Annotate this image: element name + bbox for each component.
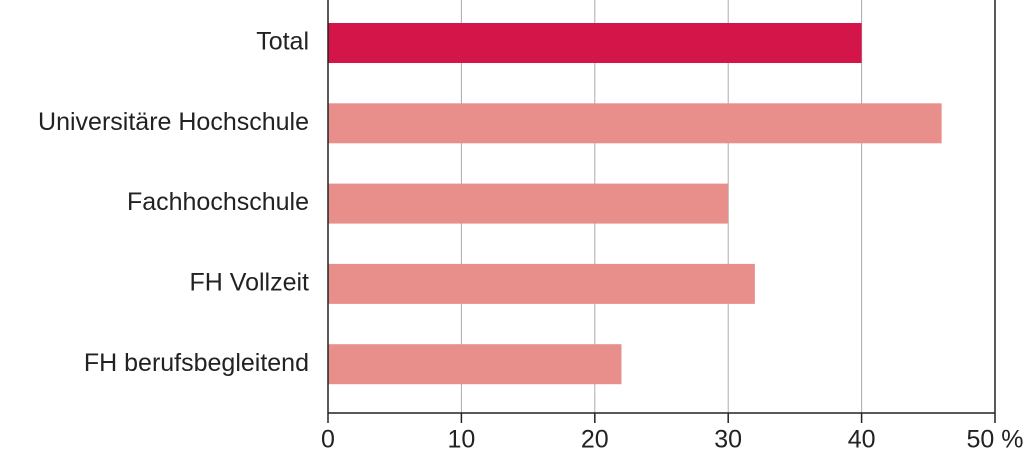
x-tick-label: 0 bbox=[321, 426, 335, 454]
x-tick-label: 20 bbox=[581, 426, 609, 454]
y-tick-label: Total bbox=[256, 28, 309, 56]
y-tick-label: FH berufsbegleitend bbox=[84, 349, 309, 377]
bar bbox=[328, 23, 862, 63]
bar bbox=[328, 103, 942, 144]
y-tick-label: FH Vollzeit bbox=[190, 269, 310, 297]
x-tick-label: 50 % bbox=[967, 426, 1024, 454]
x-tick-label: 40 bbox=[848, 426, 876, 454]
bar bbox=[328, 183, 729, 224]
x-tick-label: 10 bbox=[447, 426, 475, 454]
bar bbox=[328, 344, 622, 385]
y-tick-label: Fachhochschule bbox=[127, 188, 309, 216]
bar bbox=[328, 263, 755, 304]
y-tick-label: Universitäre Hochschule bbox=[38, 108, 309, 136]
x-tick-label: 30 bbox=[714, 426, 742, 454]
